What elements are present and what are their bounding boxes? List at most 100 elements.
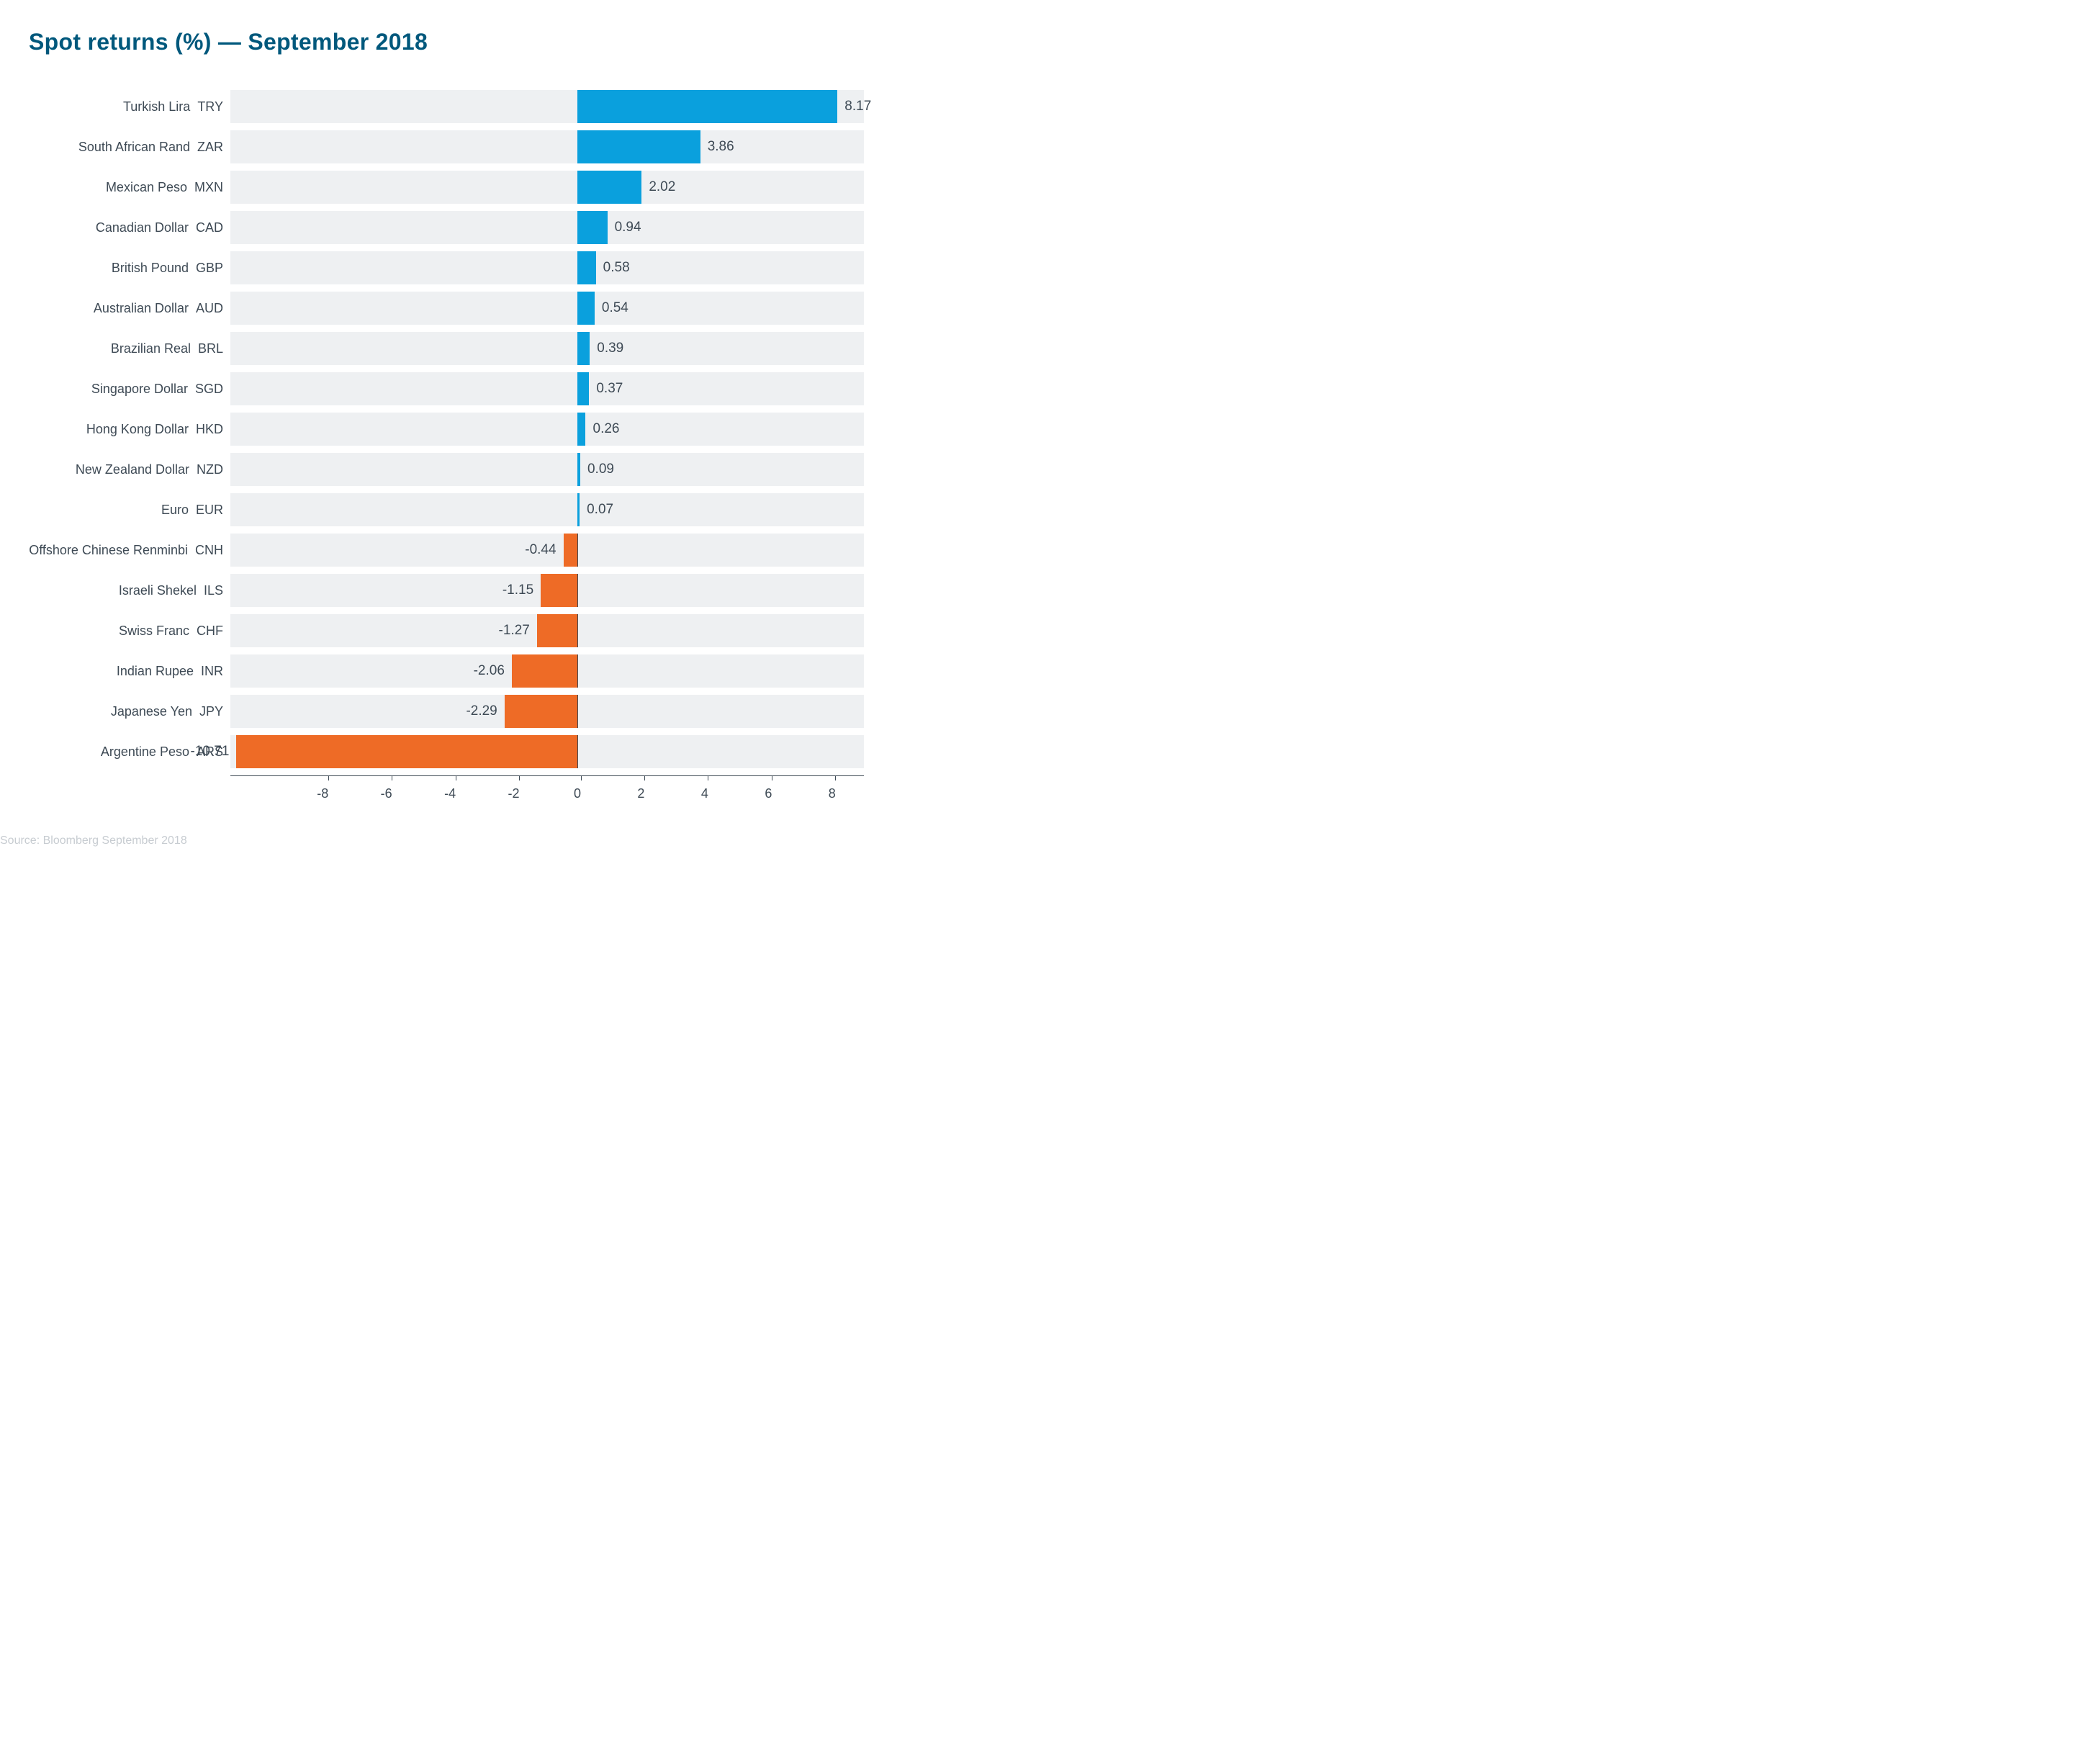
bar-track: 0.26 [230, 413, 864, 446]
x-tick: -6 [387, 775, 398, 801]
value-label: -1.15 [503, 582, 533, 598]
currency-code: CNH [195, 543, 223, 558]
tick-label: 2 [637, 786, 644, 801]
bar [541, 574, 577, 607]
bar-row: Turkish LiraTRY8.17 [230, 90, 864, 123]
bar-track: 0.37 [230, 372, 864, 405]
bar-track: -1.27 [230, 614, 864, 647]
bar-row: New Zealand DollarNZD0.09 [230, 453, 864, 486]
currency-code: HKD [196, 422, 223, 437]
currency-name: British Pound [112, 261, 189, 276]
currency-code: ILS [204, 583, 223, 598]
tick-label: 6 [765, 786, 772, 801]
zero-axis-segment [577, 614, 578, 647]
value-label: 0.58 [603, 260, 630, 276]
x-tick: 0 [577, 775, 585, 801]
currency-label: Japanese Yen JPY [29, 704, 223, 719]
bar-row: Singapore DollarSGD0.37 [230, 372, 864, 405]
bar-row: Offshore Chinese RenminbiCNH-0.44 [230, 534, 864, 567]
x-tick: 6 [768, 775, 775, 801]
currency-label: EuroEUR [29, 503, 223, 518]
currency-code: TRY [197, 99, 223, 114]
currency-name: Offshore Chinese Renminbi [29, 543, 188, 558]
bar-row: Swiss FrancCHF-1.27 [230, 614, 864, 647]
bar-row: EuroEUR0.07 [230, 493, 864, 526]
currency-label: Indian Rupee INR [29, 664, 223, 679]
bar [537, 614, 577, 647]
bar-track: -0.44 [230, 534, 864, 567]
currency-name: Canadian Dollar [96, 220, 189, 235]
bar [236, 735, 577, 768]
x-tick: -4 [450, 775, 461, 801]
currency-label: Swiss Franc CHF [29, 624, 223, 639]
currency-name: Indian Rupee [117, 664, 194, 679]
currency-label: Israeli Shekel ILS [29, 583, 223, 598]
bar-track: 0.09 [230, 453, 864, 486]
currency-label: Singapore Dollar SGD [29, 382, 223, 397]
bar-row: South African RandZAR3.86 [230, 130, 864, 163]
bar-track: 2.02 [230, 171, 864, 204]
bar-track: 0.39 [230, 332, 864, 365]
x-tick: -2 [514, 775, 526, 801]
tick-mark [644, 775, 645, 780]
currency-code: SGD [195, 382, 223, 397]
tick-label: 0 [574, 786, 581, 801]
tick-mark [328, 775, 329, 780]
bar-track: 3.86 [230, 130, 864, 163]
currency-name: Singapore Dollar [91, 382, 188, 397]
bar-track: 0.07 [230, 493, 864, 526]
bar-row: Hong Kong DollarHKD0.26 [230, 413, 864, 446]
currency-code: BRL [198, 341, 223, 356]
currency-code: AUD [196, 301, 223, 316]
value-label: -2.06 [474, 663, 505, 679]
bar [505, 695, 577, 728]
bar-row: Israeli ShekelILS-1.15 [230, 574, 864, 607]
value-label: -1.27 [499, 623, 530, 639]
zero-axis-segment [577, 735, 578, 768]
currency-name: Brazilian Real [111, 341, 191, 356]
value-label: 8.17 [844, 99, 871, 114]
bar [577, 90, 837, 123]
currency-code: GBP [196, 261, 223, 276]
bar [577, 332, 590, 365]
value-label: 2.02 [649, 179, 675, 195]
value-label: 0.26 [593, 421, 620, 437]
tick-label: -6 [381, 786, 392, 801]
value-label: 0.94 [615, 220, 641, 235]
x-tick: 4 [705, 775, 712, 801]
zero-axis-segment [577, 534, 578, 567]
currency-name: New Zealand Dollar [76, 462, 189, 477]
bar [577, 493, 580, 526]
currency-code: CAD [196, 220, 223, 235]
tick-label: -8 [317, 786, 328, 801]
bar-row: Japanese YenJPY-2.29 [230, 695, 864, 728]
tick-label: -2 [508, 786, 520, 801]
zero-axis-segment [577, 654, 578, 688]
x-tick: -8 [323, 775, 334, 801]
currency-name: Swiss Franc [119, 624, 189, 639]
currency-label: Turkish Lira TRY [29, 99, 223, 114]
value-label: 0.39 [597, 341, 623, 356]
bar [577, 453, 580, 486]
currency-name: Australian Dollar [94, 301, 189, 316]
currency-name: Japanese Yen [111, 704, 192, 719]
bar-row: Indian RupeeINR-2.06 [230, 654, 864, 688]
value-label: -10.71 [191, 744, 230, 760]
tick-label: 8 [829, 786, 836, 801]
bar-track: -10.71 [230, 735, 864, 768]
currency-code: JPY [199, 704, 223, 719]
currency-name: Israeli Shekel [119, 583, 197, 598]
currency-name: Turkish Lira [123, 99, 190, 114]
bar-track: 0.54 [230, 292, 864, 325]
currency-code: INR [201, 664, 223, 679]
currency-name: Euro [161, 503, 189, 518]
currency-name: Hong Kong Dollar [86, 422, 189, 437]
currency-code: NZD [197, 462, 223, 477]
bar [577, 372, 589, 405]
currency-code: CHF [197, 624, 223, 639]
spot-returns-chart: Spot returns (%) — September 2018 Turkis… [29, 29, 878, 847]
bar-row: Argentine PesoARS-10.71 [230, 735, 864, 768]
bar-track: 8.17 [230, 90, 864, 123]
bar-row: Brazilian RealBRL0.39 [230, 332, 864, 365]
bar-track: 0.58 [230, 251, 864, 284]
